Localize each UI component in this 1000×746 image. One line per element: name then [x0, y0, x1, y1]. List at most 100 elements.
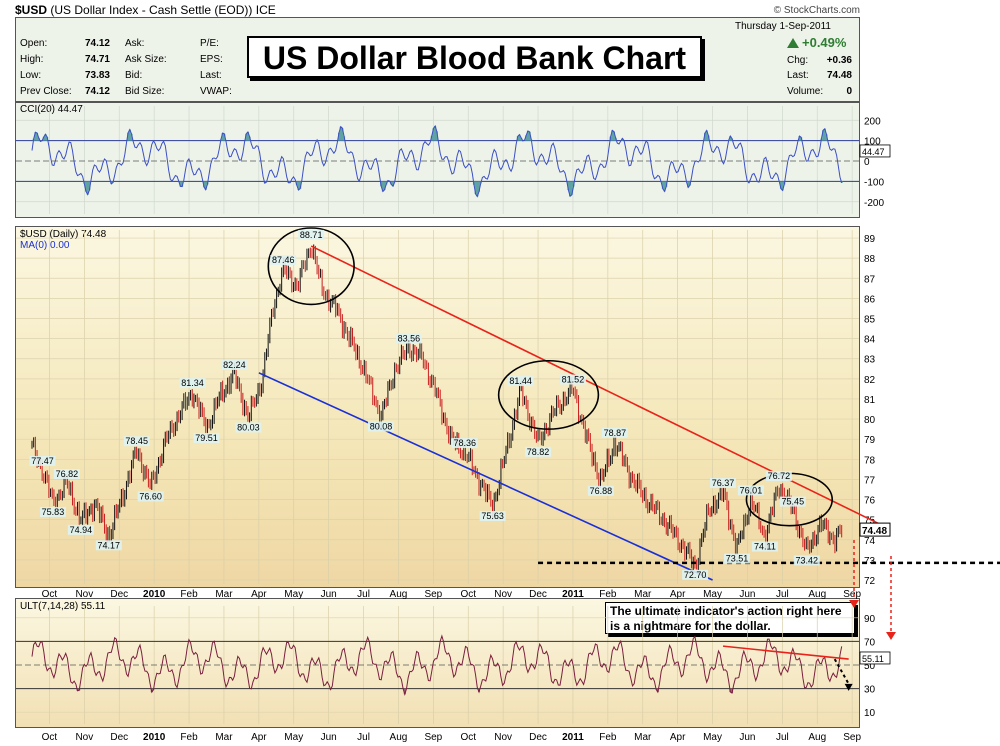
quote-label-bidsize: Bid Size: — [125, 86, 165, 97]
price-axis-label: 87 — [864, 274, 876, 285]
ult-month-label: Jul — [776, 732, 789, 743]
quote-value-high: 74.71 — [84, 54, 110, 65]
quote-label-open: Open: — [20, 38, 48, 49]
chart-banner-title: US Dollar Blood Bank Chart — [247, 36, 702, 78]
up-arrow-icon — [787, 38, 799, 48]
ult-axis-label: 30 — [864, 685, 876, 696]
price-month-label: Oct — [42, 589, 58, 600]
cci-axis-label: 0 — [864, 157, 870, 168]
quote-label-bid: Bid: — [125, 70, 143, 81]
peak-label: 72.70 — [684, 570, 707, 580]
cci-line — [31, 124, 843, 198]
quote-label-ask: Ask: — [125, 38, 145, 49]
price-axis-label: 82 — [864, 375, 876, 386]
highlight-ellipse — [497, 359, 600, 430]
peak-label: 75.83 — [42, 507, 65, 517]
peak-label-bg — [123, 436, 150, 447]
price-axis-label: 74 — [864, 536, 876, 547]
price-axis-label: 86 — [864, 294, 876, 305]
ult-month-label: Apr — [251, 732, 267, 743]
ult-month-label: Mar — [634, 732, 652, 743]
quote-date: Thursday 1-Sep-2011 — [735, 21, 831, 32]
peak-label-bg — [368, 421, 394, 432]
peak-label-bg — [29, 455, 56, 466]
peak-label-bg — [737, 485, 764, 496]
red-arrow-head — [886, 632, 896, 640]
ult-month-label: Mar — [215, 732, 233, 743]
quote-value-low: 73.83 — [84, 70, 110, 81]
price-month-label: Feb — [599, 589, 617, 600]
quote-label-pe: P/E: — [200, 38, 219, 49]
peak-label: 76.37 — [712, 478, 735, 488]
peak-label: 87.46 — [272, 255, 295, 265]
peak-label: 76.88 — [590, 486, 613, 496]
ult-title: ULT(7,14,28) 55.11 — [20, 601, 106, 612]
peak-label: 77.47 — [31, 456, 54, 466]
ult-month-label: Nov — [75, 732, 93, 743]
price-axis-label: 85 — [864, 315, 876, 326]
peak-label: 83.56 — [398, 333, 421, 343]
peak-label: 73.42 — [796, 555, 819, 565]
price-month-label: Apr — [670, 589, 686, 600]
ult-month-label: Sep — [424, 732, 442, 743]
price-month-label: Jun — [321, 589, 337, 600]
peak-label: 78.36 — [453, 438, 476, 448]
peak-label-bg — [779, 496, 806, 507]
price-month-label: Feb — [180, 589, 198, 600]
price-axis-label: 72 — [864, 576, 876, 587]
chart-header: $USD (US Dollar Index - Cash Settle (EOD… — [15, 3, 276, 17]
peak-label: 76.60 — [139, 491, 162, 501]
ult-axis-label: 90 — [864, 614, 876, 625]
ult-month-label: Feb — [180, 732, 198, 743]
peak-label: 78.82 — [527, 447, 550, 457]
price-axis-label: 73 — [864, 556, 876, 567]
price-month-label: Dec — [529, 589, 547, 600]
ult-month-label: May — [284, 732, 303, 743]
peak-label: 74.17 — [98, 540, 121, 550]
peak-label-bg — [507, 376, 534, 387]
peak-label: 80.03 — [237, 422, 260, 432]
peak-label: 76.72 — [768, 471, 791, 481]
ult-axis-label: 50 — [864, 661, 876, 672]
peak-label: 76.82 — [56, 469, 79, 479]
price-month-label: Nov — [75, 589, 93, 600]
ult-month-label: Dec — [110, 732, 128, 743]
price-axis-label: 81 — [864, 395, 876, 406]
volume-label: Volume: — [787, 86, 824, 97]
peak-label-bg — [479, 510, 506, 521]
quote-label-asksize: Ask Size: — [125, 54, 167, 65]
price-axis-label: 76 — [864, 496, 876, 507]
quote-label-last: Last: — [200, 70, 222, 81]
ult-month-label: May — [703, 732, 722, 743]
change-percent: +0.49% — [802, 35, 847, 50]
cci-axis-label: -200 — [864, 198, 884, 209]
peak-label: 73.51 — [726, 554, 749, 564]
cci-panel — [15, 102, 860, 218]
price-month-label: 2010 — [143, 589, 166, 600]
quote-label-eps: EPS: — [200, 54, 223, 65]
peak-label: 79.51 — [195, 433, 218, 443]
quote-values-left: 74.12 74.71 73.83 74.12 — [60, 38, 110, 102]
ult-month-label: Oct — [460, 732, 476, 743]
quote-labels-mid2: P/E: EPS: Last: VWAP: — [200, 38, 232, 102]
current-price-tag — [859, 522, 891, 537]
quote-label-vwap: VWAP: — [200, 86, 232, 97]
peak-label: 81.44 — [509, 376, 532, 386]
price-title: $USD (Daily) 74.48 — [20, 229, 107, 240]
peak-label-bg — [451, 438, 478, 449]
ult-month-label: Sep — [843, 732, 861, 743]
price-month-label: Mar — [634, 589, 652, 600]
quote-labels-mid: Ask: Ask Size: Bid: Bid Size: — [125, 38, 167, 102]
quote-label-high: High: — [20, 54, 44, 65]
ult-month-label: Aug — [390, 732, 408, 743]
peak-label-bg — [53, 469, 80, 480]
peak-label-bg — [270, 255, 297, 266]
ult-current-label: 55.11 — [862, 654, 884, 664]
price-axis-label: 75 — [864, 516, 876, 527]
price-axis-label: 89 — [864, 234, 876, 245]
price-panel — [15, 226, 860, 588]
source-credit: © StockCharts.com — [773, 5, 860, 16]
quote-label-low: Low: — [20, 70, 42, 81]
price-axis-label: 79 — [864, 435, 876, 446]
peak-label: 88.71 — [300, 230, 323, 240]
